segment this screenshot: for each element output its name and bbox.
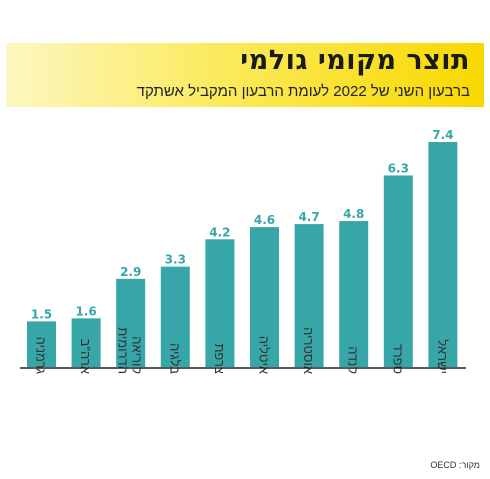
value-label-6: 4.6 xyxy=(254,213,275,227)
svg-text:ספרד: ספרד xyxy=(390,344,405,374)
svg-text:ארה"ב: ארה"ב xyxy=(78,339,93,374)
svg-text:איטליה: איטליה xyxy=(257,336,272,374)
chart-title: תוצר מקומי גולמי xyxy=(240,45,470,76)
bar-5 xyxy=(205,239,235,367)
bar-3 xyxy=(116,278,146,367)
value-label-4: 3.3 xyxy=(165,253,186,267)
value-label-3: 2.9 xyxy=(120,265,141,279)
category-label-4: בלגיה xyxy=(167,343,182,374)
category-label-7: אוסטריה xyxy=(301,327,316,374)
svg-text:קנדה: קנדה xyxy=(346,346,361,374)
bar-4 xyxy=(160,266,190,367)
bar-7 xyxy=(294,224,324,367)
category-label-9: ספרד xyxy=(390,344,405,374)
svg-text:צרפת: צרפת xyxy=(212,343,227,374)
value-label-7: 4.7 xyxy=(298,210,319,224)
svg-text:הדרומית: הדרומית xyxy=(116,327,131,374)
value-label-5: 4.2 xyxy=(209,225,230,239)
svg-text:קוריאה: קוריאה xyxy=(130,336,145,374)
bar-6 xyxy=(250,227,279,367)
value-label-9: 6.3 xyxy=(388,161,409,175)
source-note: מקור: OECD xyxy=(430,460,480,470)
svg-text:ישראל: ישראל xyxy=(435,339,450,374)
svg-text:אוסטריה: אוסטריה xyxy=(301,327,316,374)
category-label-5: צרפת xyxy=(212,343,227,374)
bar-10 xyxy=(428,142,458,367)
category-label-6: איטליה xyxy=(257,336,272,374)
bar-9 xyxy=(383,175,413,367)
chart-subtitle: ברבעון השני של 2022 לעומת הרבעון המקביל … xyxy=(136,83,470,100)
value-label-10: 7.4 xyxy=(432,128,453,142)
category-label-2: ארה"ב xyxy=(78,339,93,374)
header-banner: תוצר מקומי גולמי ברבעון השני של 2022 לעו… xyxy=(6,43,484,107)
category-label-8: קנדה xyxy=(346,346,361,374)
value-label-2: 1.6 xyxy=(75,304,96,318)
category-label-10: ישראל xyxy=(435,339,450,374)
category-label-1: גרמניה xyxy=(34,337,49,375)
bar-8 xyxy=(339,221,369,367)
value-label-1: 1.5 xyxy=(31,307,52,321)
svg-text:בלגיה: בלגיה xyxy=(167,343,182,374)
bar-2 xyxy=(71,318,101,367)
bar-1 xyxy=(27,321,56,367)
value-label-8: 4.8 xyxy=(343,207,364,221)
svg-text:גרמניה: גרמניה xyxy=(34,337,49,375)
